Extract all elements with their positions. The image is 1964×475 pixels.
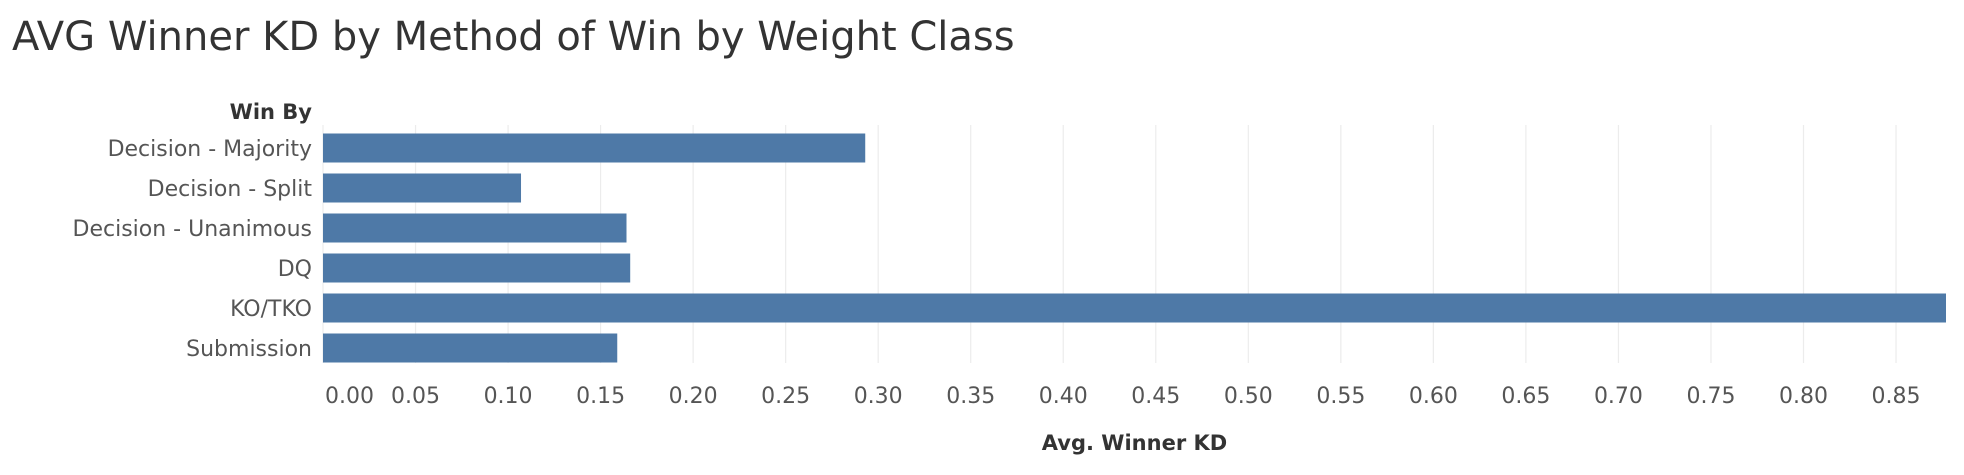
bar <box>323 133 866 163</box>
bar <box>323 213 627 243</box>
category-label: Decision - Split <box>148 177 313 202</box>
x-tick-label: 0.65 <box>1501 384 1550 409</box>
row-header: Win By <box>230 100 313 124</box>
x-tick-label: 0.00 <box>325 384 374 409</box>
x-tick-label: 0.70 <box>1594 384 1643 409</box>
x-tick-label: 0.60 <box>1409 384 1458 409</box>
x-tick-label: 0.55 <box>1316 384 1365 409</box>
x-tick-label: 0.80 <box>1779 384 1828 409</box>
chart-title: AVG Winner KD by Method of Win by Weight… <box>12 14 1015 60</box>
bar <box>323 173 522 203</box>
category-label: Decision - Unanimous <box>73 217 312 242</box>
x-tick-label: 0.15 <box>576 384 625 409</box>
x-axis-title: Avg. Winner KD <box>1042 431 1227 455</box>
bar <box>323 333 618 363</box>
x-tick-label: 0.50 <box>1224 384 1273 409</box>
x-tick-label: 0.20 <box>669 384 718 409</box>
category-label: Submission <box>186 337 312 362</box>
x-tick-label: 0.45 <box>1131 384 1180 409</box>
bars <box>323 133 1946 363</box>
x-tick-label: 0.40 <box>1039 384 1088 409</box>
x-tick-label: 0.35 <box>946 384 995 409</box>
x-tick-label: 0.75 <box>1686 384 1735 409</box>
x-tick-label: 0.30 <box>854 384 903 409</box>
x-tick-label: 0.25 <box>761 384 810 409</box>
x-tick-label: 0.85 <box>1872 384 1921 409</box>
bar <box>323 293 1946 323</box>
category-label: Decision - Majority <box>108 137 312 162</box>
category-labels: Decision - Majority Decision - Split Decis… <box>73 137 313 362</box>
x-axis-ticks: 0.00 0.05 0.10 0.15 0.20 0.25 0.30 0.35 0.40 0.45… <box>325 384 1921 409</box>
x-tick-label: 0.10 <box>484 384 533 409</box>
x-tick-label: 0.05 <box>391 384 440 409</box>
grid-lines <box>322 125 1897 363</box>
category-label: KO/TKO <box>230 297 312 322</box>
category-label: DQ <box>278 257 312 282</box>
bar <box>323 253 631 283</box>
